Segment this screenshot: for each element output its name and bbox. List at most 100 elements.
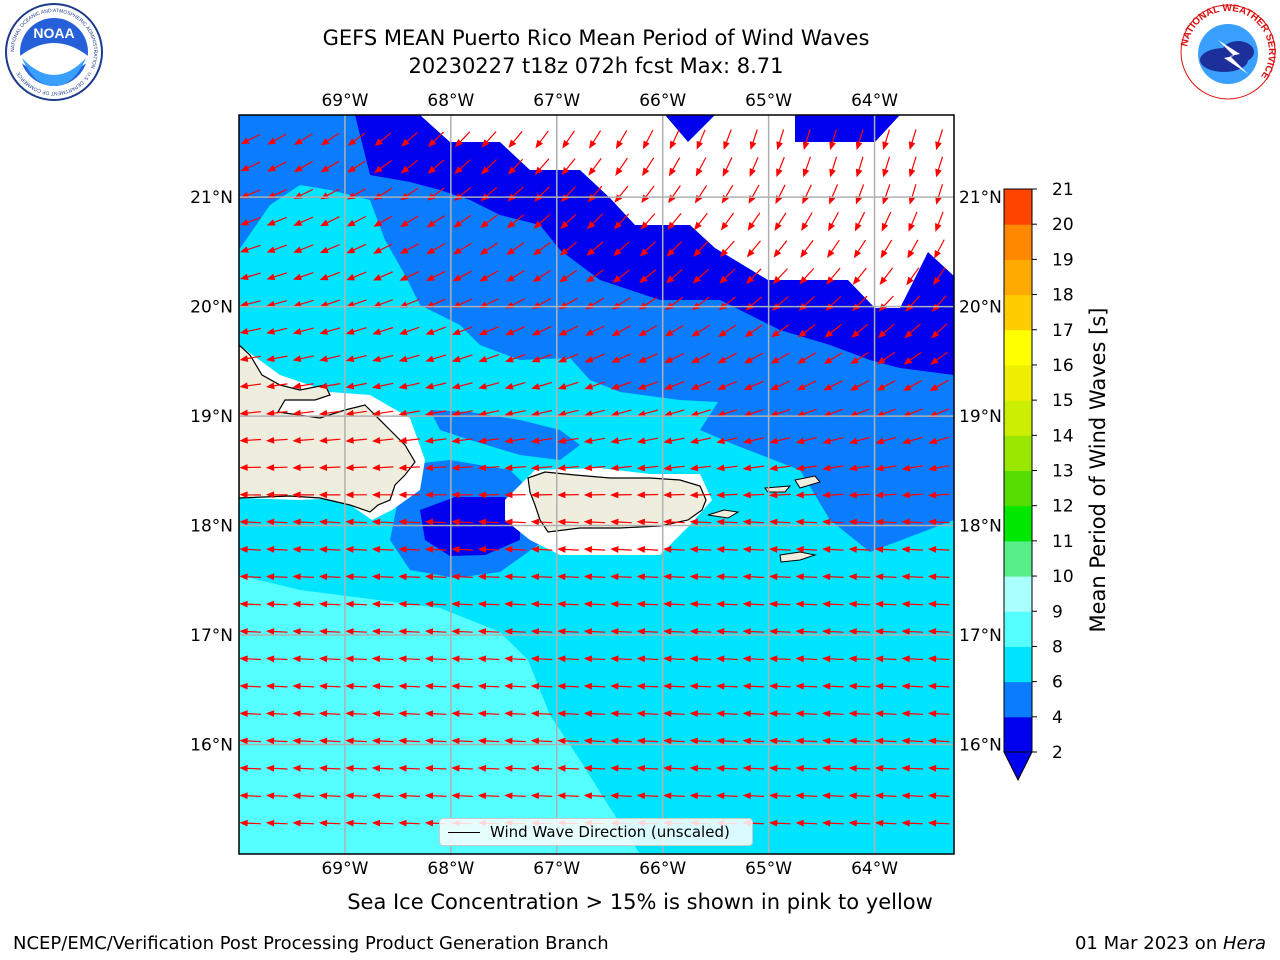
wind-wave-arrow [477,573,500,581]
wind-wave-arrow [561,158,576,176]
wind-wave-arrow [769,491,791,499]
wind-wave-arrow [689,710,712,718]
wind-wave-arrow [265,546,288,553]
wind-wave-arrow [583,464,606,472]
wind-wave-arrow [855,156,864,178]
land-st-croix [779,551,817,563]
lat-label-left: 21°N [190,188,233,208]
wind-wave-arrow [371,628,394,635]
wind-wave-arrow [557,737,579,745]
wind-wave-arrow [797,324,816,338]
wind-wave-arrow [799,267,815,285]
wind-wave-arrow [716,573,738,581]
wind-wave-arrow [795,546,818,553]
map-subtitle: 20230227 t18z 072h fcst Max: 8.71 [408,54,784,78]
wind-wave-arrow [583,764,606,772]
wind-wave-arrow [424,437,447,444]
wind-wave-arrow [663,682,685,690]
wind-wave-arrow [901,792,924,800]
wind-wave-arrow [875,518,897,526]
wind-wave-arrow [451,600,473,608]
wind-wave-arrow [742,600,765,608]
wind-wave-arrow [346,243,367,254]
wind-wave-arrow [265,682,288,690]
wind-wave-arrow [557,792,579,800]
wind-wave-arrow [795,600,818,608]
wind-wave-arrow [927,491,950,499]
wind-wave-arrow [663,546,685,553]
wind-wave-arrow [424,491,447,499]
wind-wave-arrow [642,157,655,177]
wind-wave-arrow [882,156,891,178]
wind-wave-arrow [852,267,867,285]
wind-wave-arrow [585,325,605,336]
wind-wave-arrow [398,737,420,745]
wind-wave-arrow [663,792,685,800]
wind-wave-arrow [663,573,685,581]
wind-wave-arrow [742,655,765,663]
wind-wave-arrow [636,764,659,772]
wind-wave-arrow [239,382,261,390]
wind-wave-arrow [800,240,814,258]
footer-date-text: 01 Mar 2023 on [1074,933,1223,954]
wind-wave-arrow [451,682,473,690]
wind-wave-arrow [318,600,341,608]
wind-wave-arrow [478,382,500,390]
wind-wave-arrow [479,298,499,309]
wind-wave-arrow [504,628,526,635]
wind-wave-arrow [506,214,524,229]
wind-wave-arrow [531,325,552,336]
wind-wave-arrow [505,298,525,309]
wind-wave-arrow [239,573,262,581]
wind-wave-arrow [636,491,659,499]
wind-wave-arrow [239,600,262,608]
wind-wave-arrow [371,682,394,690]
wind-wave-arrow [292,600,315,608]
wind-wave-arrow [530,546,553,553]
wind-wave-arrow [318,682,341,690]
wind-wave-arrow [795,573,818,581]
wind-wave-arrow [876,380,896,391]
wind-wave-arrow [742,546,765,553]
wind-wave-arrow [371,573,394,581]
wind-wave-arrow [557,381,579,390]
wind-wave-arrow [425,382,447,390]
wind-wave-arrow [716,546,738,553]
wind-wave-arrow [583,491,606,499]
wind-wave-arrow [695,157,707,177]
wind-wave-arrow [610,437,632,445]
wind-wave-arrow [742,628,765,635]
wind-wave-arrow [239,491,262,499]
wind-wave-arrow [927,792,950,800]
wind-wave-arrow [663,381,685,390]
wind-wave-arrow [530,573,553,581]
wind-wave-arrow [636,655,659,663]
wind-wave-arrow [533,242,551,256]
wind-wave-arrow [240,161,261,172]
nws-logo: NATIONAL WEATHER SERVICE [1179,3,1277,100]
wind-wave-arrow [292,491,315,499]
wind-wave-arrow [481,131,497,148]
colorbar-segment [1004,611,1032,647]
wind-wave-arrow [611,325,631,337]
wind-wave-arrow [319,327,341,335]
wind-wave-arrow [266,382,288,390]
wind-wave-arrow [795,655,818,663]
wind-wave-arrow [239,655,262,663]
wind-wave-arrow [318,628,341,635]
wind-wave-arrow [371,600,394,608]
wind-wave-arrow [239,710,262,718]
wind-wave-arrow [906,267,920,286]
colorbar-segment [1004,294,1032,331]
wind-wave-arrow [398,819,420,827]
wind-wave-arrow [589,130,602,149]
wind-wave-arrow [239,819,262,827]
wind-wave-arrow [716,737,738,745]
wind-wave-arrow [822,655,844,663]
wind-wave-arrow [776,156,785,178]
wind-wave-arrow [398,518,420,526]
lon-label-bottom: 68°W [427,859,474,879]
wind-wave-arrow [481,158,497,175]
wind-wave-arrow [318,436,341,444]
wind-wave-arrow [583,573,606,581]
